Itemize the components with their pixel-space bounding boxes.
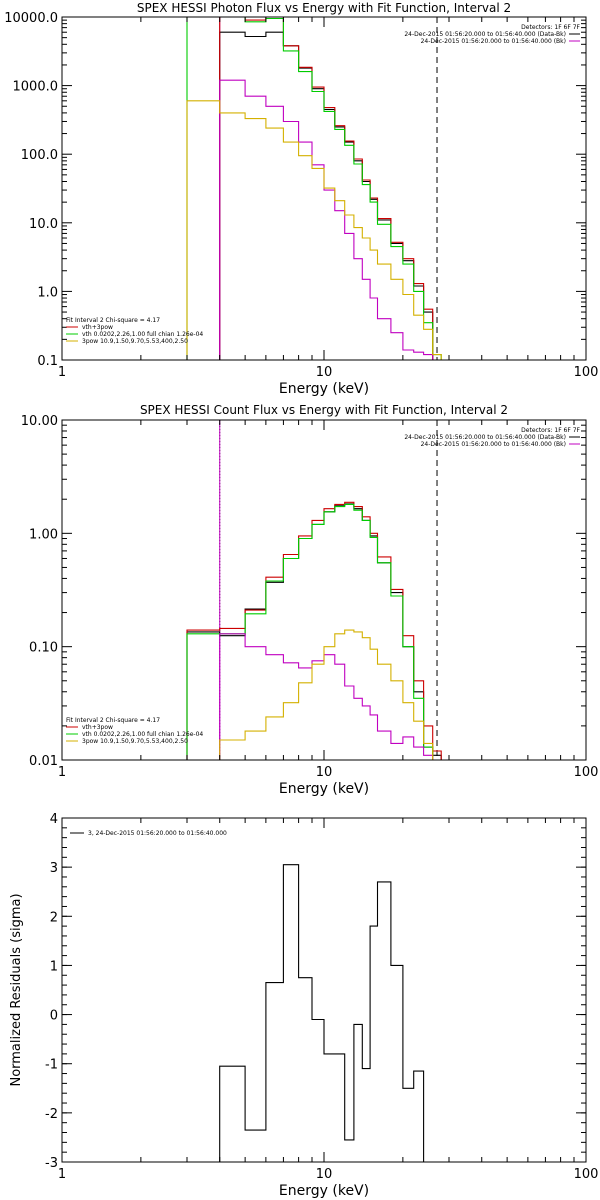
x-tick-label: 10 xyxy=(316,1167,333,1182)
y-tick-label: 0 xyxy=(50,1009,58,1024)
chart-title: SPEX HESSI Photon Flux vs Energy with Fi… xyxy=(137,1,511,15)
y-axis-label: Normalized Residuals (sigma) xyxy=(9,893,24,1086)
legend-entry: vth 0.0202,2.26,1.00 full chian 1.26e-04 xyxy=(82,331,203,338)
chart-title: SPEX HESSI Count Flux vs Energy with Fit… xyxy=(140,403,508,417)
legend-entry: vth+3pow xyxy=(82,324,113,331)
plot-area xyxy=(186,17,442,360)
x-tick-label: 1 xyxy=(58,765,66,780)
x-tick-label: 100 xyxy=(574,1167,599,1182)
series-data-bk xyxy=(219,31,434,360)
y-tick-label: -3 xyxy=(45,1156,58,1171)
y-tick-label: 1.0 xyxy=(37,285,58,300)
chart-panel-2: 1 10 100 0.01 0.10 1.00 10.00 SPEX HESSI Count … xyxy=(21,403,599,797)
x-tick-label: 100 xyxy=(574,765,599,780)
y-tick-label: 0.01 xyxy=(29,754,58,769)
legend-entry: 3pow 10.9,1.50,9.70,5.53,400,2.50 xyxy=(82,738,188,745)
y-tick-label: 4 xyxy=(50,812,58,827)
plot-area xyxy=(219,864,434,1162)
legend-bottom-left: Fit Interval 2 Chi-square = 4.17vth+3pow… xyxy=(66,317,203,345)
legend-entry-bk: 24-Dec-2015 01:56:20.000 to 01:56:40.000… xyxy=(421,441,566,448)
x-axis-label: Energy (keV) xyxy=(279,781,369,797)
y-tick-label: 1.00 xyxy=(29,527,58,542)
series-vth xyxy=(186,503,442,760)
y-tick-label: 1 xyxy=(50,959,58,974)
legend-entry: vth+3pow xyxy=(82,724,113,731)
x-axis-label: Energy (keV) xyxy=(279,1183,369,1199)
legend-detectors: Detectors: 1F 6F 7F xyxy=(521,24,580,31)
chart-panel-3: 1 10 100 -3 -2 -1 0 1 2 3 4 Energy (keV) Normalized … xyxy=(9,812,598,1199)
y-tick-label: 10000.0 xyxy=(4,11,58,26)
legend-entry-data: 24-Dec-2015 01:56:20.000 to 01:56:40.000… xyxy=(404,31,566,38)
chart-panel-1: 1 10 100 0.1 1.0 10.0 100.0 1000.0 10000.0 SPEX H… xyxy=(4,1,598,397)
axes-frame xyxy=(61,817,587,1163)
legend-bottom-left: Fit Interval 2 Chi-square = 4.17vth+3pow… xyxy=(66,717,203,745)
y-tick-label: 3 xyxy=(50,861,58,876)
y-tick-label: 10.00 xyxy=(21,414,58,429)
series-3pow xyxy=(219,629,434,760)
y-tick-label: 0.10 xyxy=(29,641,58,656)
x-axis-label: Energy (keV) xyxy=(279,381,369,397)
y-tick-label: 2 xyxy=(50,910,58,925)
series-bk xyxy=(219,633,434,760)
legend-entry: vth 0.0202,2.26,1.00 full chian 1.26e-04 xyxy=(82,731,203,738)
legend-fit-interval: Fit Interval 2 Chi-square = 4.17 xyxy=(66,717,160,724)
x-tick-label: 1 xyxy=(58,1167,66,1182)
y-tick-label: -1 xyxy=(45,1058,58,1073)
y-tick-label: 100.0 xyxy=(21,148,58,163)
legend-top-left: 3, 24-Dec-2015 01:56:20.000 to 01:56:40.… xyxy=(70,830,227,837)
y-tick-label: 0.1 xyxy=(37,354,58,369)
x-tick-label: 10 xyxy=(316,365,333,380)
series-vth xyxy=(186,17,442,360)
x-tick-label: 10 xyxy=(316,765,333,780)
x-tick-label: 100 xyxy=(574,365,599,380)
legend-detectors: Detectors: 1F 6F 7F xyxy=(521,427,580,434)
legend-entry-bk: 24-Dec-2015 01:56:20.000 to 01:56:40.000… xyxy=(421,38,566,45)
legend-entry: 3pow 10.9,1.50,9.70,5.53,400,2.50 xyxy=(82,338,188,345)
y-tick-label: 1000.0 xyxy=(13,80,59,95)
legend-entry-data: 24-Dec-2015 01:56:20.000 to 01:56:40.000… xyxy=(404,434,566,441)
legend-entry: 3, 24-Dec-2015 01:56:20.000 to 01:56:40.… xyxy=(88,830,227,837)
series-3pow xyxy=(186,100,442,360)
legend-fit-interval: Fit Interval 2 Chi-square = 4.17 xyxy=(66,317,160,324)
plot-area xyxy=(186,420,442,760)
series-bk xyxy=(219,79,434,360)
x-tick-label: 1 xyxy=(58,365,66,380)
axes-frame xyxy=(61,419,587,761)
y-tick-label: 10.0 xyxy=(29,217,58,232)
y-tick-label: -2 xyxy=(45,1107,58,1122)
series-vth-3pow xyxy=(219,17,434,360)
series-3-24-dec-2015-01-56-20-000-to-01-56-40-000 xyxy=(219,864,434,1162)
